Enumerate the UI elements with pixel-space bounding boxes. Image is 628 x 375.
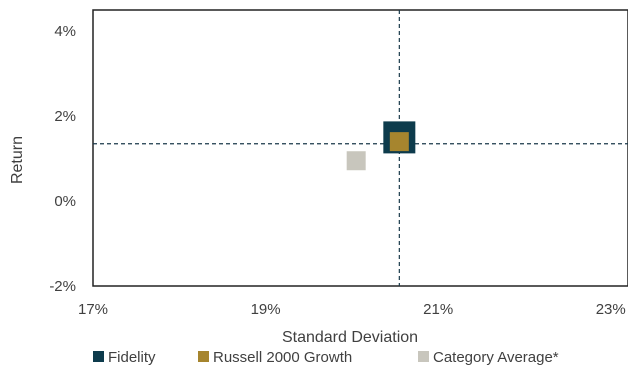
reference-lines xyxy=(93,10,628,286)
x-axis-ticks: 17% 19% 21% 23% xyxy=(78,301,626,318)
legend-label: Category Average* xyxy=(433,349,559,366)
y-tick-label: -2% xyxy=(49,278,76,295)
x-axis-title: Standard Deviation xyxy=(282,329,418,346)
data-points xyxy=(346,121,416,171)
legend-swatch xyxy=(418,351,429,362)
y-tick-label: 0% xyxy=(54,193,76,210)
data-point-russell-2000-growth xyxy=(389,132,409,152)
x-tick-label: 23% xyxy=(596,301,626,318)
legend-swatch xyxy=(93,351,104,362)
data-point-category-average xyxy=(346,151,366,171)
x-tick-label: 19% xyxy=(251,301,281,318)
legend: Fidelity Russell 2000 Growth Category Aver… xyxy=(93,349,559,366)
x-tick-label: 21% xyxy=(423,301,453,318)
legend-label: Fidelity xyxy=(108,349,156,366)
y-tick-label: 4% xyxy=(54,23,76,40)
legend-label: Russell 2000 Growth xyxy=(213,349,352,366)
plot-area-frame xyxy=(92,9,628,287)
y-tick-label: 2% xyxy=(54,108,76,125)
y-axis-ticks: -2% 0% 2% 4% xyxy=(49,23,76,295)
legend-swatch xyxy=(198,351,209,362)
x-tick-label: 17% xyxy=(78,301,108,318)
y-axis-title: Return xyxy=(9,136,26,184)
